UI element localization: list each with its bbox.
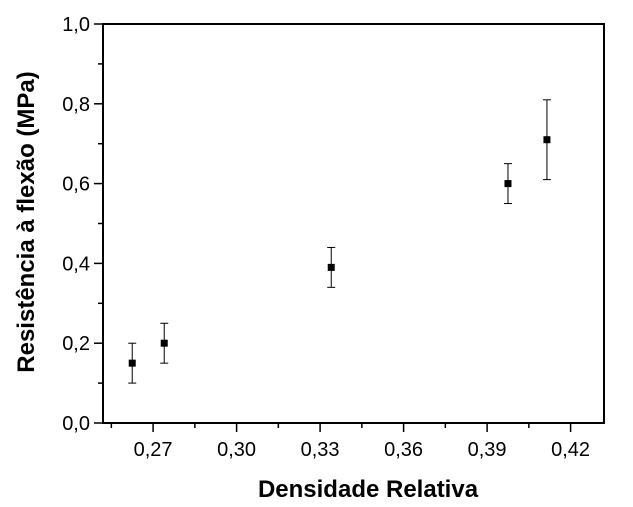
x-tick-label: 0,33 (301, 439, 340, 461)
data-point (327, 246, 336, 288)
data-point (542, 99, 551, 181)
axes (102, 23, 605, 424)
plot-frame (102, 23, 605, 424)
x-axis-ticks: 0,27 0,30 0,33 0,36 0,39 0,42 (110, 423, 590, 461)
y-tick-label: 0,6 (62, 174, 90, 196)
x-tick-label: 0,39 (468, 439, 507, 461)
data-point (160, 322, 169, 364)
x-tick-label: 0,36 (384, 439, 423, 461)
y-tick-label: 0,4 (62, 253, 90, 275)
y-tick-label: 1,0 (62, 14, 90, 36)
y-axis-ticks: 0,0 0,2 0,4 0,6 0,8 1,0 (62, 14, 103, 435)
point-marker (128, 359, 136, 367)
data-point (128, 342, 137, 384)
x-tick-label: 0,27 (134, 439, 173, 461)
x-tick-label: 0,30 (217, 439, 256, 461)
x-axis-label: Densidade Relativa (258, 476, 479, 503)
point-marker (543, 136, 551, 144)
y-tick-label: 0,8 (62, 94, 90, 116)
data-point (503, 163, 512, 205)
point-marker (327, 263, 335, 271)
point-marker (504, 180, 512, 188)
y-tick-label: 0,0 (62, 413, 90, 435)
y-axis-label: Resistência à flexão (MPa) (13, 71, 40, 372)
x-tick-label: 0,42 (551, 439, 590, 461)
point-marker (160, 339, 168, 347)
data-points (128, 99, 551, 384)
y-tick-label: 0,2 (62, 333, 90, 355)
